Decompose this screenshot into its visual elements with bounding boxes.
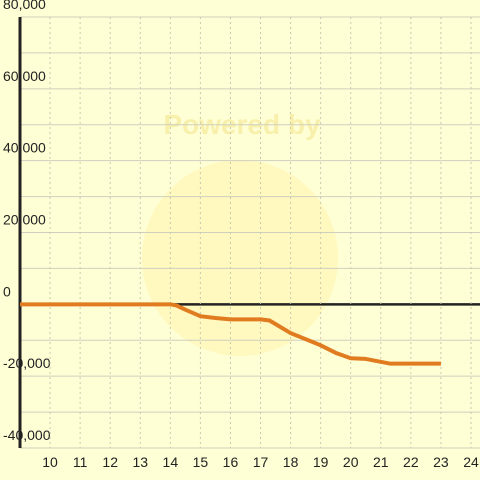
x-tick-label: 17 — [253, 454, 269, 470]
x-tick-label: 10 — [42, 454, 58, 470]
y-tick-label: 80,000 — [3, 0, 46, 12]
x-tick-label: 18 — [283, 454, 299, 470]
y-tick-label: -40,000 — [3, 427, 51, 443]
x-tick-label: 20 — [343, 454, 359, 470]
x-tick-label: 24 — [463, 454, 479, 470]
y-tick-label: 0 — [3, 283, 11, 299]
series-line — [20, 302, 441, 366]
x-tick-label: 15 — [193, 454, 209, 470]
x-tick-label: 13 — [132, 454, 148, 470]
x-tick-label: 14 — [163, 454, 179, 470]
x-tick-label: 16 — [223, 454, 239, 470]
x-tick-label: 12 — [102, 454, 118, 470]
y-tick-label: 40,000 — [3, 140, 46, 156]
x-tick-label: 23 — [433, 454, 449, 470]
x-tick-label: 21 — [373, 454, 389, 470]
y-tick-label: 20,000 — [3, 212, 46, 228]
x-tick-label: 11 — [73, 454, 88, 470]
x-tick-label: 19 — [313, 454, 329, 470]
watermark-logo — [142, 160, 338, 356]
y-tick-label: -20,000 — [3, 355, 51, 371]
y-tick-label: 60,000 — [3, 68, 46, 84]
x-tick-label: 22 — [403, 454, 419, 470]
